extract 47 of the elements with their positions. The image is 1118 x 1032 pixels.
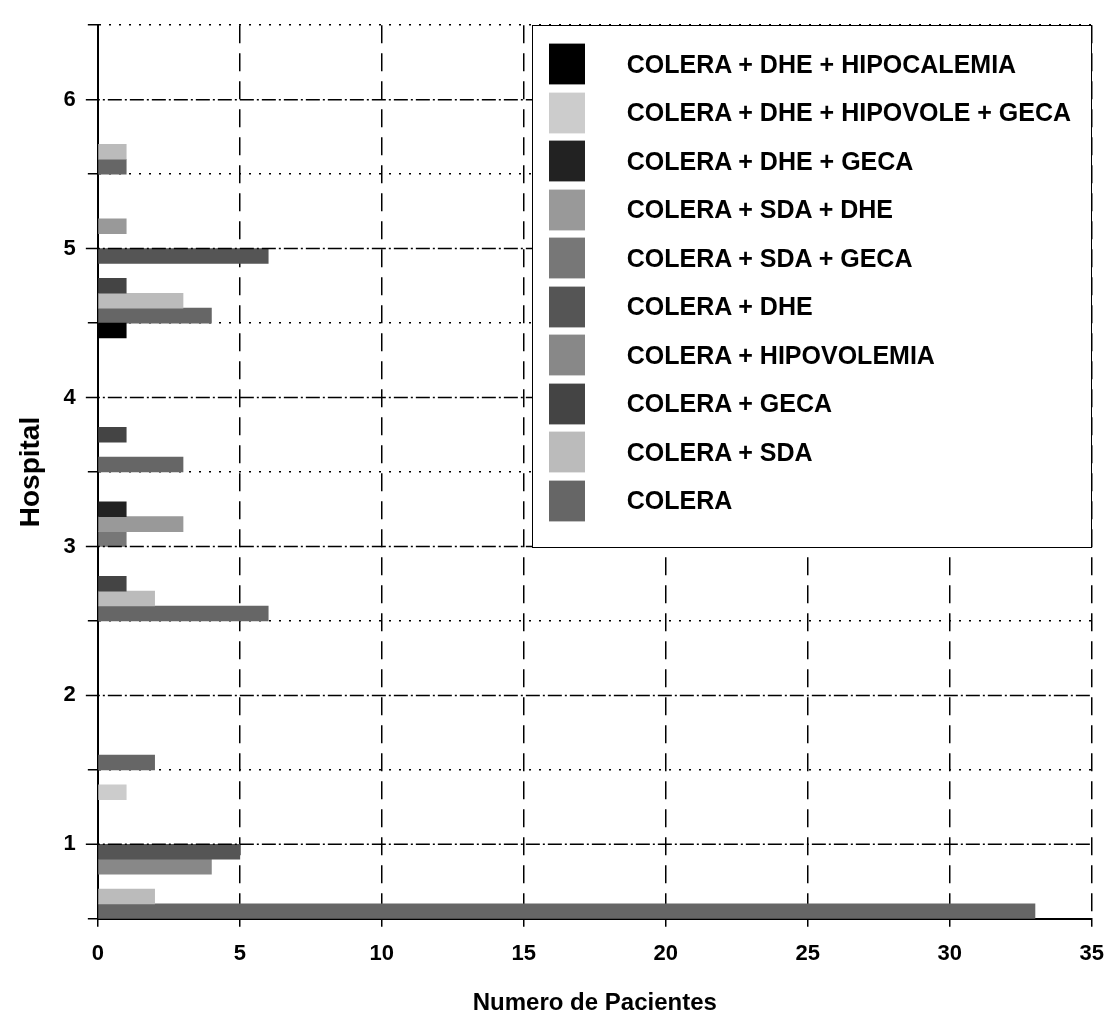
bar [98, 144, 127, 160]
legend-label: COLERA + HIPOVOLEMIA [626, 340, 935, 370]
legend-label: COLERA + DHE + HIPOVOLE + GECA [626, 98, 1072, 128]
bar [98, 292, 184, 309]
bar [98, 903, 1036, 919]
x-tick-label: 30 [937, 940, 963, 966]
x-tick-label: 0 [91, 940, 104, 966]
y-tick-label: 6 [63, 85, 76, 111]
bar [98, 844, 241, 860]
legend-label: COLERA + SDA + DHE [626, 195, 893, 225]
bar [98, 516, 184, 532]
bar [98, 605, 269, 622]
y-tick-label: 5 [63, 234, 76, 260]
bar [98, 307, 212, 324]
x-tick-label: 35 [1079, 940, 1105, 966]
x-tick-label: 25 [795, 940, 821, 966]
bar [98, 158, 127, 175]
y-tick-label: 1 [63, 830, 76, 856]
legend-label: COLERA + DHE [626, 292, 813, 322]
legend-label: COLERA + DHE + GECA [626, 146, 914, 176]
legend-label: COLERA + SDA [626, 437, 813, 467]
y-tick-label: 4 [63, 383, 77, 409]
legend-label: COLERA [626, 486, 733, 516]
x-axis-title: Numero de Pacientes [472, 988, 717, 1016]
bar [98, 858, 212, 875]
bar [98, 456, 184, 473]
bar [98, 590, 155, 607]
x-tick-label: 10 [369, 940, 395, 966]
bar [98, 575, 127, 592]
bar [98, 784, 127, 800]
y-tick-label: 2 [63, 681, 76, 707]
bar [98, 426, 127, 443]
bar [98, 888, 155, 905]
bar [98, 218, 127, 235]
legend-label: COLERA + DHE + HIPOCALEMIA [626, 49, 1017, 79]
y-axis-title: Hospital [13, 416, 45, 528]
legend-label: COLERA + GECA [626, 389, 833, 419]
bar [98, 754, 155, 771]
legend-label: COLERA + SDA + GECA [626, 243, 913, 273]
x-tick-label: 20 [653, 940, 679, 966]
bar [98, 278, 127, 294]
x-tick-label: 15 [511, 940, 537, 966]
bar [98, 531, 127, 547]
bar [98, 501, 127, 518]
bar [98, 248, 269, 264]
x-tick-label: 5 [233, 940, 246, 966]
y-tick-label: 3 [63, 532, 76, 558]
